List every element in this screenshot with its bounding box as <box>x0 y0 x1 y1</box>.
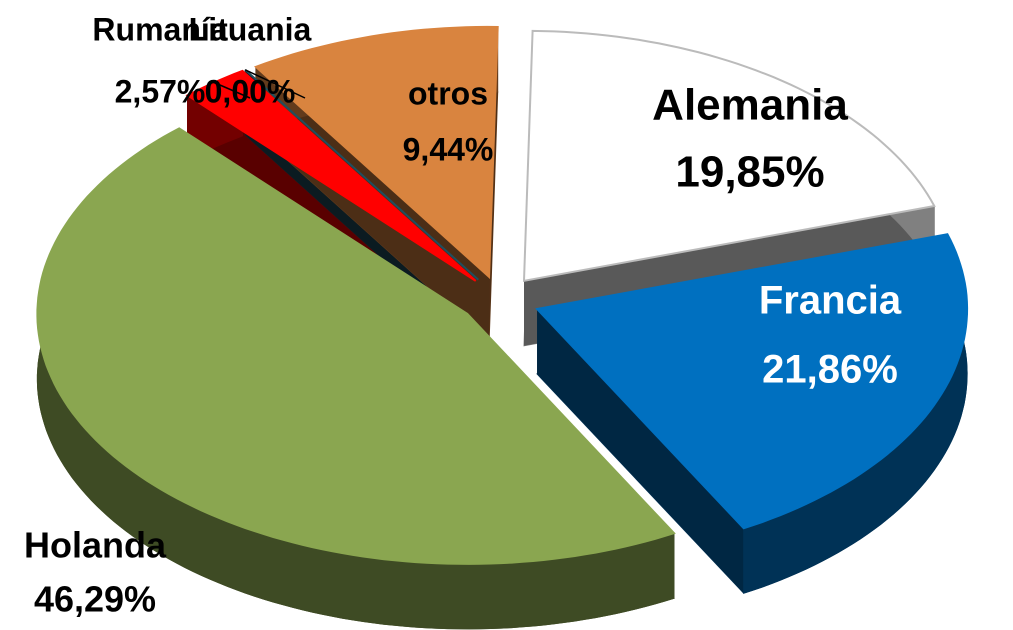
leader-line <box>213 81 251 99</box>
leader-line <box>244 69 306 99</box>
slice-value: 46,29% <box>34 579 156 620</box>
slice-label: Rumanía <box>92 11 227 47</box>
slice <box>36 127 676 565</box>
slice-value: 21,86% <box>762 348 898 392</box>
slice <box>535 233 969 530</box>
slice-label: Holanda <box>24 525 167 566</box>
slice-side <box>537 309 744 594</box>
slice-label: otros <box>408 75 488 111</box>
slice-label: Alemania <box>652 81 848 130</box>
slice <box>522 29 936 283</box>
slice-value: 9,44% <box>403 131 494 167</box>
slice-label: Lituania <box>189 11 312 47</box>
slice-value: 19,85% <box>675 148 824 197</box>
slice <box>253 25 499 280</box>
slice-value: 0,00% <box>205 73 296 109</box>
slice-value: 2,57% <box>115 73 206 109</box>
slice-label: Francia <box>759 279 902 323</box>
